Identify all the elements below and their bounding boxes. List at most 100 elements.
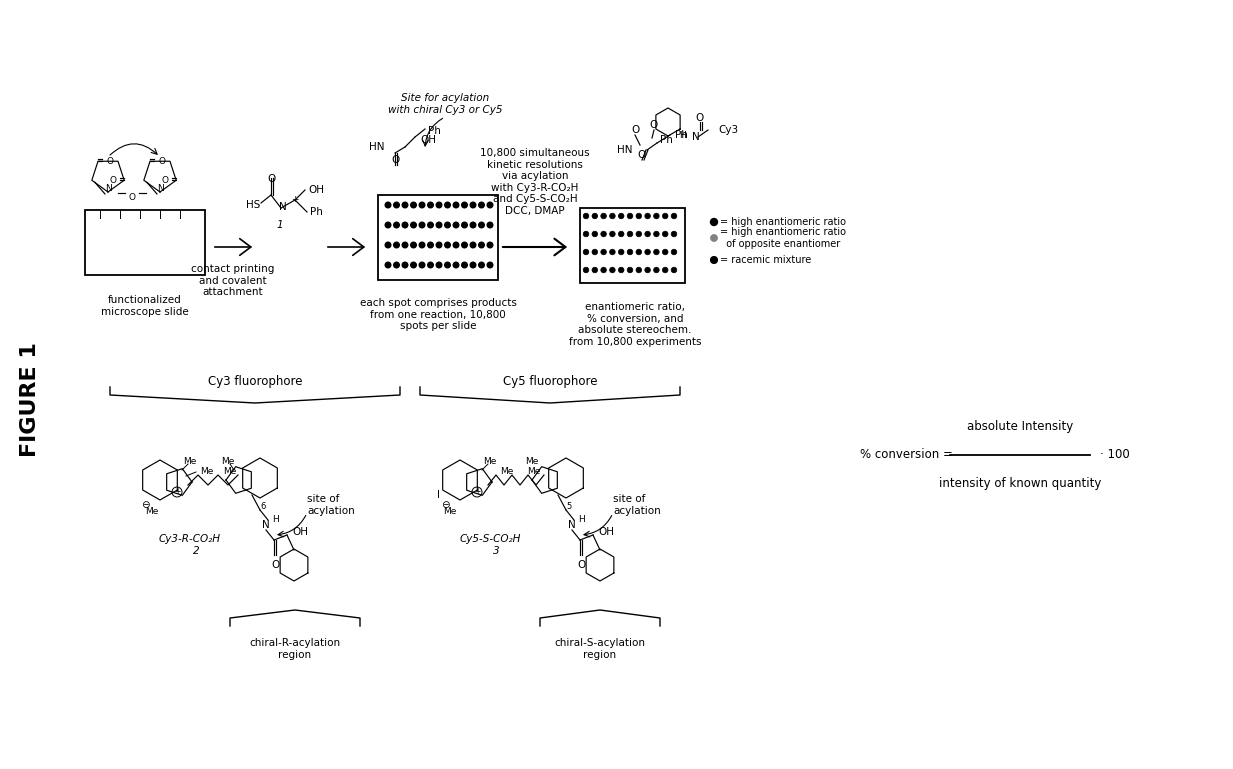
Text: O: O bbox=[650, 120, 658, 130]
Circle shape bbox=[393, 242, 399, 248]
Circle shape bbox=[592, 249, 598, 255]
Circle shape bbox=[385, 242, 391, 248]
Circle shape bbox=[653, 213, 660, 219]
Circle shape bbox=[592, 267, 598, 273]
Text: H: H bbox=[578, 515, 584, 524]
Circle shape bbox=[487, 242, 493, 248]
Text: O: O bbox=[158, 157, 165, 166]
Circle shape bbox=[436, 222, 441, 228]
Circle shape bbox=[583, 231, 589, 237]
Circle shape bbox=[583, 249, 589, 255]
Circle shape bbox=[428, 242, 433, 248]
Text: · 100: · 100 bbox=[1100, 448, 1129, 461]
Text: Me: Me bbox=[200, 468, 213, 477]
Circle shape bbox=[710, 235, 718, 241]
Text: % conversion =: % conversion = bbox=[859, 448, 953, 461]
Circle shape bbox=[393, 262, 399, 268]
Circle shape bbox=[470, 262, 476, 268]
Circle shape bbox=[419, 242, 425, 248]
Text: I: I bbox=[436, 490, 439, 500]
Circle shape bbox=[402, 222, 408, 228]
Text: Ph: Ph bbox=[674, 130, 688, 140]
Text: O: O bbox=[268, 174, 276, 184]
Circle shape bbox=[671, 213, 677, 219]
Text: +: + bbox=[473, 488, 480, 497]
Circle shape bbox=[411, 202, 417, 208]
Text: HN: HN bbox=[618, 145, 633, 155]
Text: N: N bbox=[105, 184, 111, 193]
Circle shape bbox=[600, 213, 607, 219]
Circle shape bbox=[645, 213, 650, 219]
Circle shape bbox=[671, 249, 677, 255]
Circle shape bbox=[445, 202, 450, 208]
Text: contact printing
and covalent
attachment: contact printing and covalent attachment bbox=[191, 264, 275, 297]
Text: +: + bbox=[174, 488, 180, 497]
Circle shape bbox=[385, 262, 391, 268]
Circle shape bbox=[461, 242, 467, 248]
Circle shape bbox=[671, 231, 677, 237]
Circle shape bbox=[411, 222, 417, 228]
Circle shape bbox=[592, 213, 598, 219]
Text: = high enantiomeric ratio
  of opposite enantiomer: = high enantiomeric ratio of opposite en… bbox=[720, 227, 846, 249]
Text: O: O bbox=[631, 125, 639, 135]
Circle shape bbox=[411, 262, 417, 268]
Circle shape bbox=[454, 222, 459, 228]
Text: each spot comprises products
from one reaction, 10,800
spots per slide: each spot comprises products from one re… bbox=[360, 298, 517, 331]
Circle shape bbox=[393, 202, 399, 208]
Circle shape bbox=[478, 262, 485, 268]
Circle shape bbox=[478, 222, 485, 228]
Circle shape bbox=[402, 202, 408, 208]
Text: OH: OH bbox=[308, 185, 324, 195]
Circle shape bbox=[428, 202, 433, 208]
Text: 6: 6 bbox=[260, 502, 265, 511]
Circle shape bbox=[461, 262, 467, 268]
Circle shape bbox=[645, 249, 650, 255]
Circle shape bbox=[671, 267, 677, 273]
Text: = high enantiomeric ratio: = high enantiomeric ratio bbox=[720, 217, 846, 227]
Circle shape bbox=[628, 267, 633, 273]
Circle shape bbox=[445, 222, 450, 228]
Circle shape bbox=[454, 242, 459, 248]
Text: Ph: Ph bbox=[309, 207, 323, 217]
Circle shape bbox=[487, 222, 493, 228]
Circle shape bbox=[662, 249, 668, 255]
Circle shape bbox=[419, 262, 425, 268]
Text: enantiomeric ratio,
% conversion, and
absolute stereochem.
from 10,800 experimen: enantiomeric ratio, % conversion, and ab… bbox=[568, 302, 702, 347]
Circle shape bbox=[393, 222, 399, 228]
Text: intensity of known quantity: intensity of known quantity bbox=[938, 477, 1101, 490]
Text: Cy3 fluorophore: Cy3 fluorophore bbox=[207, 375, 302, 388]
Text: Me: Me bbox=[221, 458, 234, 467]
Text: chiral-S-acylation
region: chiral-S-acylation region bbox=[555, 638, 646, 660]
Text: chiral-R-acylation
region: chiral-R-acylation region bbox=[249, 638, 340, 660]
Text: N: N bbox=[279, 202, 287, 212]
Text: 5: 5 bbox=[566, 502, 571, 511]
Circle shape bbox=[428, 262, 433, 268]
Circle shape bbox=[600, 267, 607, 273]
Circle shape bbox=[609, 231, 615, 237]
Text: site of
acylation: site of acylation bbox=[613, 494, 661, 516]
Circle shape bbox=[600, 249, 607, 255]
Text: OH: OH bbox=[598, 527, 614, 537]
Circle shape bbox=[662, 213, 668, 219]
Circle shape bbox=[653, 231, 660, 237]
Circle shape bbox=[628, 231, 633, 237]
Circle shape bbox=[478, 202, 485, 208]
Text: Cy5-S-CO₂H
    3: Cy5-S-CO₂H 3 bbox=[460, 534, 520, 556]
Text: H: H bbox=[679, 131, 686, 139]
Text: O: O bbox=[391, 155, 399, 165]
Text: O: O bbox=[162, 176, 168, 185]
Circle shape bbox=[662, 267, 668, 273]
Circle shape bbox=[445, 242, 450, 248]
Circle shape bbox=[645, 267, 650, 273]
Circle shape bbox=[710, 218, 718, 225]
Text: Me: Me bbox=[525, 458, 539, 467]
Circle shape bbox=[436, 262, 441, 268]
Circle shape bbox=[636, 231, 641, 237]
Circle shape bbox=[436, 202, 441, 208]
Text: O: O bbox=[128, 192, 136, 201]
Circle shape bbox=[385, 202, 391, 208]
Circle shape bbox=[653, 267, 660, 273]
Text: = racemic mixture: = racemic mixture bbox=[720, 255, 811, 265]
Text: 1: 1 bbox=[276, 220, 284, 230]
Circle shape bbox=[385, 222, 391, 228]
